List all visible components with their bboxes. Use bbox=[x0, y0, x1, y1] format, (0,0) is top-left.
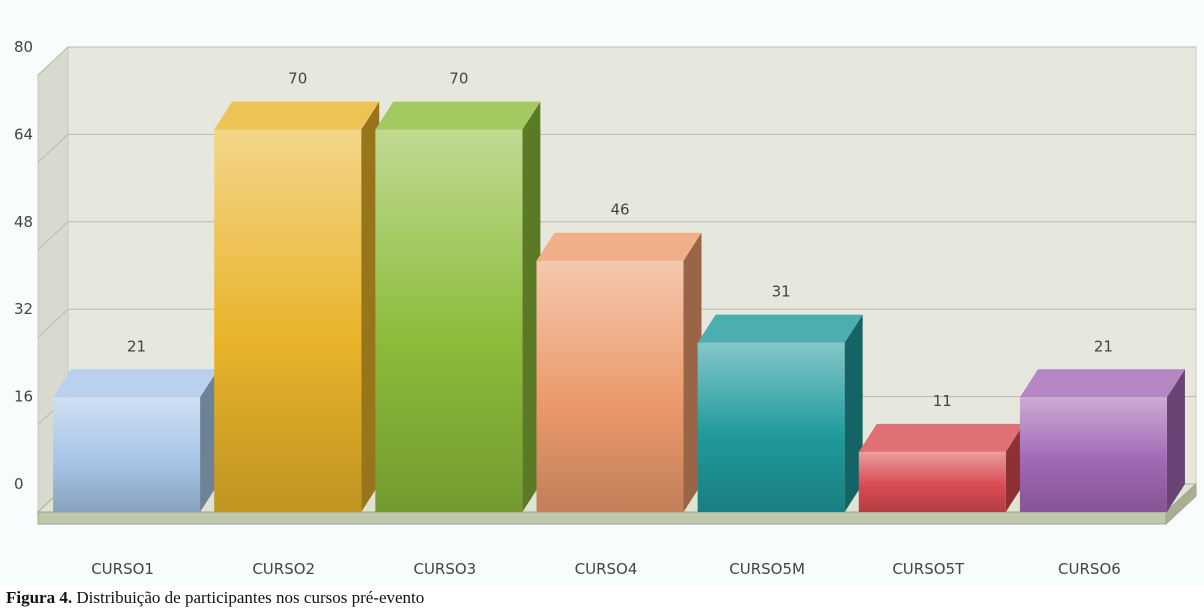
data-label: 31 bbox=[772, 283, 791, 301]
x-tick-label: CURSO5M bbox=[729, 560, 805, 578]
bar-front bbox=[697, 342, 845, 512]
bar-curso2 bbox=[214, 101, 380, 512]
bar-side bbox=[844, 314, 863, 512]
floor-front bbox=[37, 511, 1167, 525]
bar-curso6 bbox=[1019, 369, 1185, 512]
x-tick-label: CURSO6 bbox=[1058, 560, 1121, 578]
bar-front bbox=[536, 260, 684, 512]
bar-side bbox=[683, 232, 702, 512]
y-tick-label: 32 bbox=[14, 300, 33, 318]
data-label: 11 bbox=[933, 392, 952, 410]
bar-side bbox=[200, 369, 219, 512]
x-tick-label: CURSO3 bbox=[413, 560, 476, 578]
data-labels: 21 70 70 46 31 11 21 bbox=[127, 70, 1113, 410]
bar-top bbox=[375, 101, 541, 130]
bar-side bbox=[361, 101, 380, 512]
bar-top bbox=[858, 423, 1024, 452]
bar-front bbox=[214, 129, 362, 512]
bar-curso3 bbox=[375, 101, 541, 512]
y-tick-label: 48 bbox=[14, 213, 33, 231]
bar-curso1 bbox=[53, 369, 219, 512]
figure-caption-text: Distribuição de participantes nos cursos… bbox=[72, 588, 425, 607]
y-tick-label: 80 bbox=[14, 38, 33, 56]
bar-curso4 bbox=[536, 232, 702, 512]
bar-top bbox=[536, 232, 702, 261]
bars bbox=[53, 101, 1185, 512]
y-axis: 0 16 32 48 64 80 bbox=[14, 38, 33, 493]
bar-curso5t bbox=[858, 423, 1024, 512]
bar-front bbox=[375, 129, 523, 512]
x-tick-label: CURSO2 bbox=[252, 560, 315, 578]
y-tick-label: 0 bbox=[14, 475, 24, 493]
figure-caption-label: Figura 4. bbox=[6, 588, 73, 607]
bar-side bbox=[1166, 369, 1185, 512]
bar-side bbox=[522, 101, 541, 512]
bar-top bbox=[1019, 369, 1185, 398]
data-label: 46 bbox=[610, 201, 629, 219]
x-tick-label: CURSO5T bbox=[892, 560, 965, 578]
floor-side bbox=[1165, 482, 1197, 526]
bar-side bbox=[1005, 423, 1024, 512]
data-label: 21 bbox=[1094, 337, 1113, 355]
x-tick-label: CURSO1 bbox=[91, 560, 154, 578]
figure-caption: Figura 4. Distribuição de participantes … bbox=[6, 588, 424, 608]
grid-line bbox=[37, 134, 69, 163]
bar-top bbox=[53, 369, 219, 398]
data-label: 70 bbox=[288, 70, 307, 88]
y-tick-label: 64 bbox=[14, 125, 33, 143]
y-tick-label: 16 bbox=[14, 388, 33, 406]
bar-front bbox=[1019, 397, 1167, 512]
bar-front bbox=[858, 451, 1006, 512]
bar-top bbox=[697, 314, 863, 343]
x-axis: CURSO1 CURSO2 CURSO3 CURSO4 CURSO5M CURSO5T CU… bbox=[91, 560, 1121, 578]
bar-front bbox=[53, 397, 201, 512]
data-label: 21 bbox=[127, 337, 146, 355]
bar-top bbox=[214, 101, 380, 130]
grid-line bbox=[37, 308, 69, 338]
grid-line bbox=[37, 46, 69, 76]
grid-line bbox=[37, 221, 69, 251]
x-tick-label: CURSO4 bbox=[575, 560, 638, 578]
data-label: 70 bbox=[449, 70, 468, 88]
bar-curso5m bbox=[697, 314, 863, 512]
